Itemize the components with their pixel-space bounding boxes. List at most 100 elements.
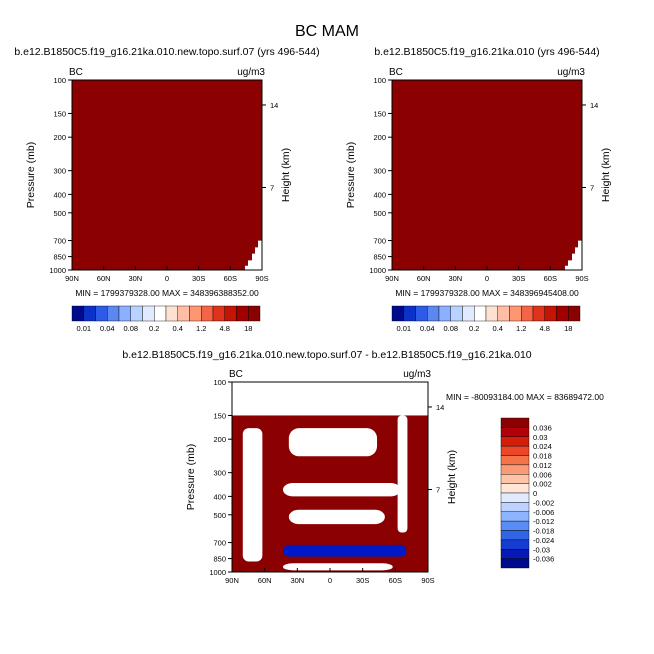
colorbar-box: [485, 305, 498, 322]
y-tick-label: 100: [213, 378, 226, 387]
height-tick-label: 14: [270, 101, 278, 110]
colorbar-box: [450, 305, 463, 322]
x-tick-label: 90S: [575, 274, 588, 283]
panel-title: b.e12.B1850C5.f19_g16.21ka.010.new.topo.…: [122, 349, 531, 361]
x-tick-label: 60N: [258, 576, 272, 585]
colorbar-box: [509, 305, 522, 322]
colorbar-label: -0.002: [533, 498, 554, 507]
colorbar-box: [500, 539, 530, 550]
height-tick-label: 7: [590, 183, 594, 192]
colorbar-box: [500, 520, 530, 531]
colorbar-label: -0.036: [533, 555, 554, 564]
x-tick-label: 90S: [421, 576, 434, 585]
y-tick-label: 100: [53, 76, 66, 85]
colorbar-label: 0.01: [396, 324, 411, 333]
y-tick-label: 500: [53, 209, 66, 218]
y-tick-label: 500: [373, 209, 386, 218]
panel-3: b.e12.B1850C5.f19_g16.21ka.010.new.topo.…: [122, 349, 604, 585]
colorbar-box: [427, 305, 440, 322]
right-corner-label: ug/m3: [557, 67, 585, 78]
white-band-surface: [282, 563, 393, 571]
min-max-stats: MIN = 1799379328.00 MAX = 348396945408.0…: [395, 288, 579, 298]
x-tick-label: 30S: [512, 274, 525, 283]
colorbar-box: [500, 464, 530, 475]
left-corner-label: BC: [229, 369, 243, 380]
colorbar-label: -0.024: [533, 536, 554, 545]
colorbar-label: 1.2: [196, 324, 206, 333]
y-right-axis-title: Height (km): [280, 148, 292, 202]
colorbar-box: [500, 455, 530, 466]
y-tick-label: 1000: [369, 266, 386, 275]
colorbar-label: -0.03: [533, 545, 550, 554]
panel-title: b.e12.B1850C5.f19_g16.21ka.010.new.topo.…: [14, 46, 319, 58]
white-band-middle: [282, 482, 401, 497]
y-axis-title: Pressure (mb): [345, 142, 357, 209]
colorbar-label: 0.024: [533, 442, 552, 451]
x-tick-label: 30N: [128, 274, 142, 283]
y-tick-label: 1000: [209, 568, 226, 577]
white-column-south: [397, 415, 408, 533]
colorbar-box: [224, 305, 237, 322]
y-tick-label: 400: [373, 190, 386, 199]
colorbar-box: [403, 305, 416, 322]
colorbar-box: [71, 305, 84, 322]
y-tick-label: 700: [373, 237, 386, 246]
x-tick-label: 90N: [65, 274, 79, 283]
y-tick-label: 300: [53, 167, 66, 176]
colorbar-box: [500, 549, 530, 559]
colorbar-label: 0: [533, 489, 537, 498]
y-tick-label: 400: [53, 190, 66, 199]
height-tick-label: 14: [590, 101, 598, 110]
colorbar-label: -0.006: [533, 508, 554, 517]
y-tick-label: 200: [213, 435, 226, 444]
white-band-upper: [288, 428, 378, 457]
y-tick-label: 150: [53, 109, 66, 118]
x-tick-label: 30S: [356, 576, 369, 585]
colorbar-label: 0.012: [533, 461, 552, 470]
y-tick-label: 150: [213, 411, 226, 420]
x-tick-label: 90N: [385, 274, 399, 283]
colorbar-box: [568, 305, 581, 322]
x-tick-label: 90S: [255, 274, 268, 283]
colorbar-box: [95, 305, 108, 322]
colorbar-box: [497, 305, 510, 322]
colorbar-label: 1.2: [516, 324, 526, 333]
colorbar-box: [248, 305, 261, 322]
y-tick-label: 200: [53, 133, 66, 142]
colorbar-label: -0.018: [533, 527, 554, 536]
figure-title: BC MAM: [295, 23, 359, 40]
x-tick-label: 0: [328, 576, 332, 585]
white-column-north: [242, 428, 263, 562]
colorbar-label: 0.01: [76, 324, 91, 333]
colorbar-box: [391, 305, 404, 322]
panel-1: b.e12.B1850C5.f19_g16.21ka.010.new.topo.…: [14, 46, 319, 333]
y-tick-label: 1000: [49, 266, 66, 275]
y-tick-label: 100: [373, 76, 386, 85]
colorbar-box: [474, 305, 487, 322]
y-tick-label: 500: [213, 511, 226, 520]
x-tick-label: 30N: [448, 274, 462, 283]
colorbar-label: 0.08: [123, 324, 138, 333]
colorbar-box: [500, 427, 530, 437]
y-right-axis-title: Height (km): [600, 148, 612, 202]
colorbar-box: [500, 474, 530, 484]
colorbar-box: [521, 305, 534, 322]
colorbar-label: 0.2: [149, 324, 159, 333]
y-tick-label: 200: [373, 133, 386, 142]
colorbar-box: [118, 305, 131, 322]
colorbar-box: [177, 305, 190, 322]
right-corner-label: ug/m3: [403, 369, 431, 380]
colorbar-box: [500, 483, 530, 494]
colorbar-box: [500, 445, 530, 456]
colorbar-box: [544, 305, 557, 322]
colorbar-box: [201, 305, 214, 322]
y-tick-label: 300: [373, 167, 386, 176]
left-corner-label: BC: [69, 67, 83, 78]
colorbar-box: [500, 492, 530, 503]
y-right-axis-title: Height (km): [446, 450, 458, 504]
x-tick-label: 60S: [389, 576, 402, 585]
height-tick-label: 7: [436, 485, 440, 494]
colorbar-label: 0.002: [533, 480, 552, 489]
colorbar-label: 18: [244, 324, 252, 333]
